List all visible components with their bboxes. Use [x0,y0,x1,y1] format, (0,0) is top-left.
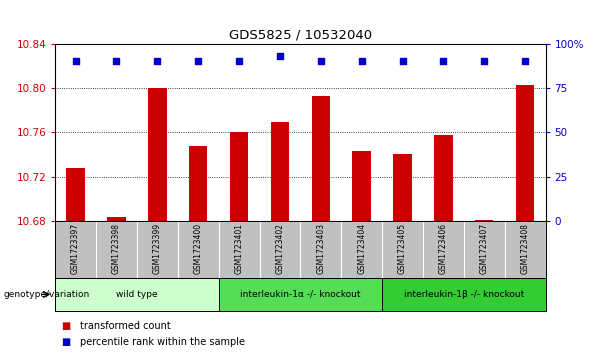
Bar [55,278,219,311]
Point [479,58,489,64]
Text: interleukin-1α -/- knockout: interleukin-1α -/- knockout [240,290,360,299]
Text: GSM1723401: GSM1723401 [235,223,243,274]
Text: GSM1723404: GSM1723404 [357,223,366,274]
Point [520,58,530,64]
Point [153,58,162,64]
Bar [311,96,330,221]
Point [193,58,203,64]
Text: genotype/variation: genotype/variation [3,290,89,299]
Text: interleukin-1β -/- knockout: interleukin-1β -/- knockout [404,290,524,299]
Point [438,58,448,64]
Bar [219,278,382,311]
Bar [230,132,248,221]
Text: transformed count: transformed count [80,321,170,331]
Text: GSM1723407: GSM1723407 [480,223,489,274]
Bar [271,122,289,221]
Text: GSM1723406: GSM1723406 [439,223,448,274]
Point [357,58,367,64]
Bar [516,85,535,221]
Text: ■: ■ [61,337,70,347]
Text: GSM1723398: GSM1723398 [112,223,121,274]
Bar [66,168,85,221]
Text: GSM1723400: GSM1723400 [194,223,203,274]
Text: GSM1723399: GSM1723399 [153,223,162,274]
Bar [107,217,126,221]
Point [316,58,326,64]
Bar [189,146,207,221]
Text: GSM1723402: GSM1723402 [275,223,284,274]
Bar [352,151,371,221]
Text: ■: ■ [61,321,70,331]
Text: GSM1723405: GSM1723405 [398,223,407,274]
Text: percentile rank within the sample: percentile rank within the sample [80,337,245,347]
Text: GSM1723397: GSM1723397 [71,223,80,274]
Point [70,58,80,64]
Title: GDS5825 / 10532040: GDS5825 / 10532040 [229,28,372,41]
Bar [382,278,546,311]
Point [234,58,244,64]
Bar [475,220,493,221]
Text: GSM1723408: GSM1723408 [520,223,530,274]
Bar [148,88,167,221]
Point [112,58,121,64]
Bar [394,154,412,221]
Bar [434,135,452,221]
Point [275,53,285,59]
Point [398,58,408,64]
Text: GSM1723403: GSM1723403 [316,223,326,274]
Text: wild type: wild type [116,290,158,299]
